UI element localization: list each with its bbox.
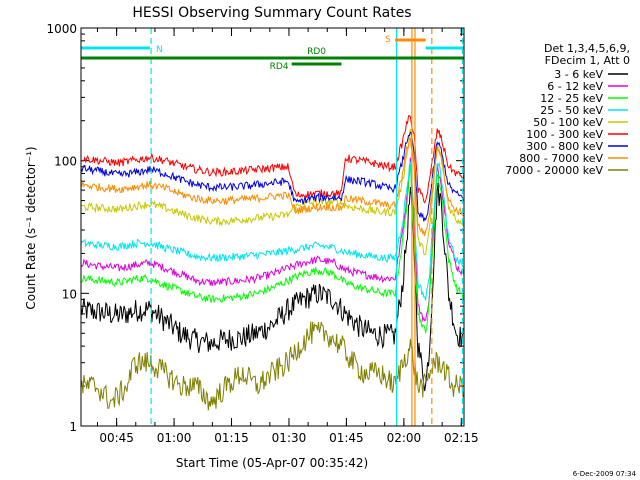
series-line-2 [80,163,465,335]
series-line-3 [80,161,465,301]
y-tick-label-3: 1000 [46,22,77,36]
series-line-6 [80,132,465,222]
plot-frame [80,27,465,427]
y-axis-label: Count Rate (s⁻¹ detector⁻¹) [24,146,38,309]
series-line-1 [80,157,465,323]
legend-label-8: 7000 - 20000 keV [505,164,603,177]
series-line-5 [80,115,465,204]
legend-label-0: 3 - 6 keV [554,68,603,81]
x-axis-label: Start Time (05-Apr-07 00:35:42) [176,456,368,470]
flag-label-0: N [156,45,163,55]
series-line-4 [80,128,465,256]
x-tick-label-2: 01:15 [214,431,249,445]
legend-label-6: 300 - 800 keV [526,140,603,153]
x-tick-label-5: 02:00 [387,431,422,445]
flag-label-3: RD0 [307,47,326,57]
chart-title: HESSI Observing Summary Count Rates [132,5,411,21]
y-tick-label-1: 10 [62,287,77,301]
legend-header-line-2: FDecim 1, Att 0 [545,54,630,67]
legend-label-4: 50 - 100 keV [533,116,603,129]
legend-label-2: 12 - 25 keV [540,92,603,105]
x-tick-label-4: 01:45 [329,431,364,445]
y-tick-label-2: 100 [54,155,77,169]
series-line-0 [80,182,465,392]
legend-label-7: 800 - 7000 keV [519,152,603,165]
legend-header-line-1: Det 1,3,4,5,6,9, [544,42,630,55]
x-tick-label-6: 02:15 [444,431,479,445]
x-tick-label-3: 01:30 [272,431,307,445]
legend-label-5: 100 - 300 keV [526,128,603,141]
flag-label-4: RD4 [270,62,289,72]
series-line-8 [80,321,465,411]
legend-label-3: 25 - 50 keV [540,104,603,117]
x-tick-label-1: 01:00 [157,431,192,445]
series-line-7 [80,137,465,237]
date-stamp: 6-Dec-2009 07:34 [573,470,637,478]
flag-label-2: S [385,35,391,45]
y-tick-label-0: 1 [69,420,77,434]
legend-label-1: 6 - 12 keV [547,80,603,93]
x-tick-label-0: 00:45 [99,431,134,445]
